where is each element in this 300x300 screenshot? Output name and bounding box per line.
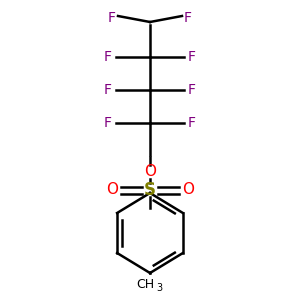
Text: O: O [106, 182, 118, 197]
Text: F: F [188, 116, 196, 130]
Text: O: O [144, 164, 156, 179]
Text: F: F [104, 83, 112, 97]
Text: S: S [144, 181, 156, 199]
Text: CH: CH [136, 278, 154, 292]
Text: F: F [104, 116, 112, 130]
Text: F: F [104, 50, 112, 64]
Text: O: O [182, 182, 194, 197]
Text: F: F [188, 50, 196, 64]
Text: F: F [188, 83, 196, 97]
Text: 3: 3 [156, 283, 162, 293]
Text: F: F [184, 11, 192, 25]
Text: F: F [108, 11, 116, 25]
